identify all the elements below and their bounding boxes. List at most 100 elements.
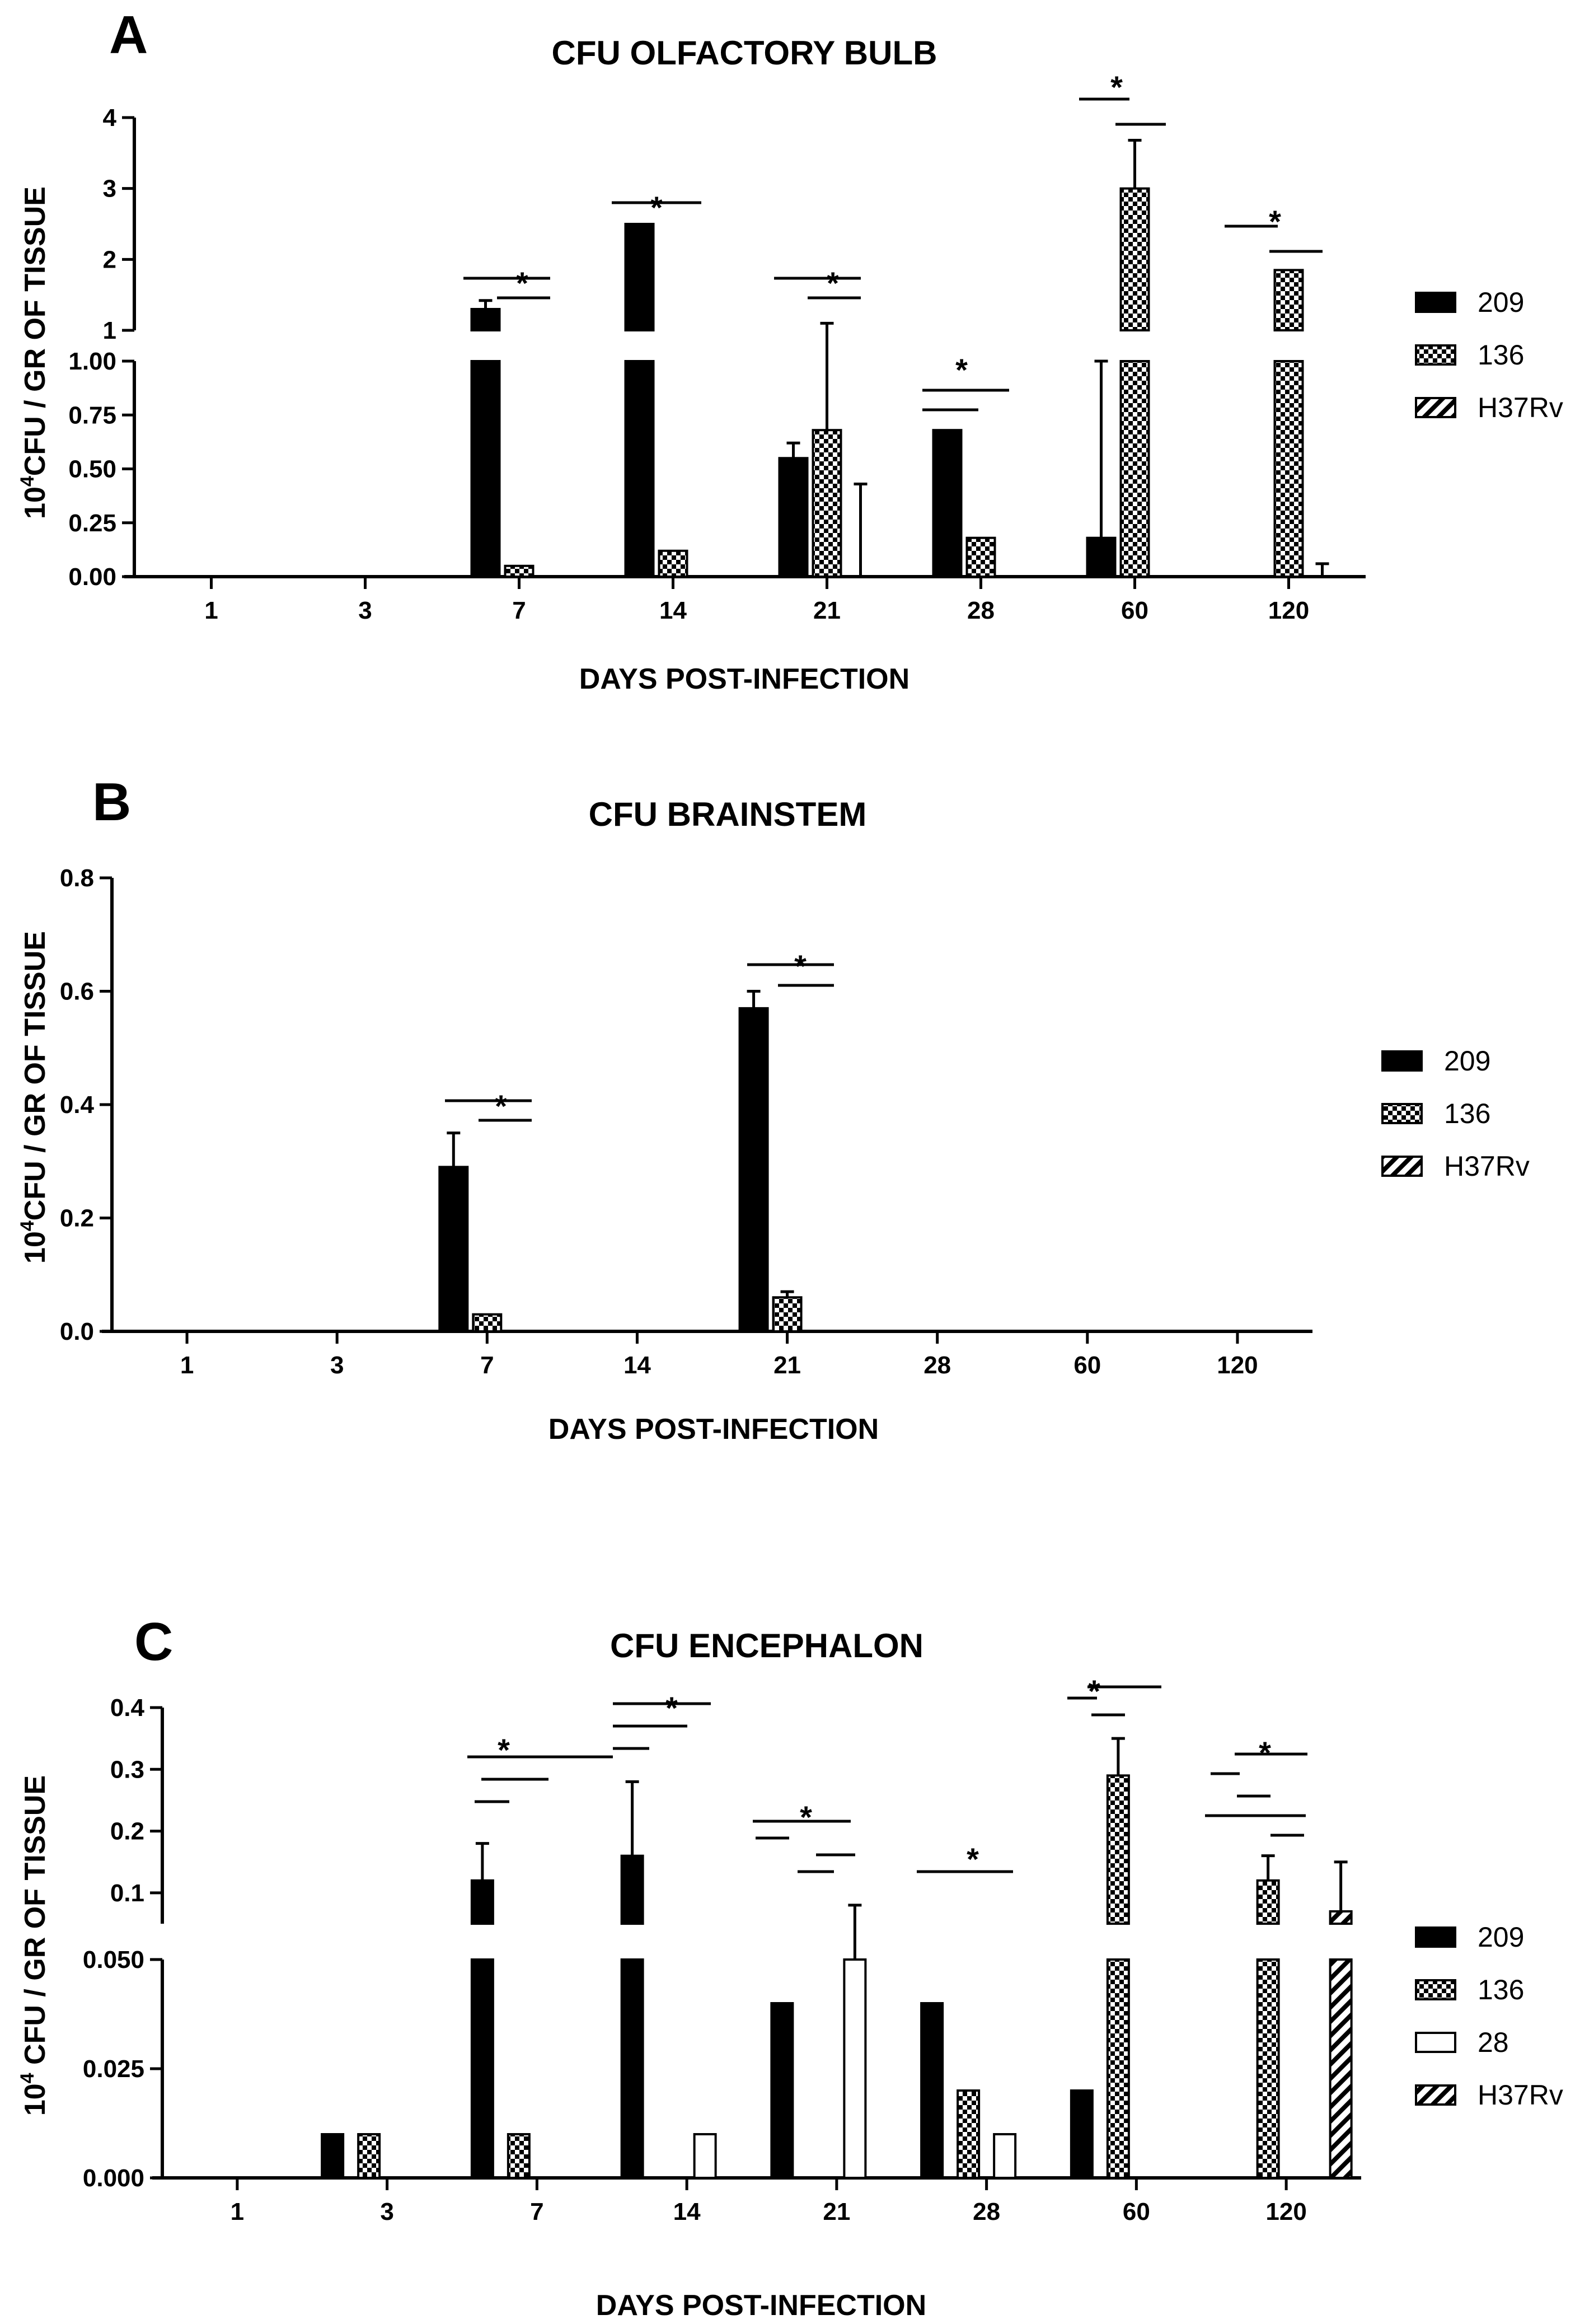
legend-swatch-H37Rv <box>1381 1156 1423 1177</box>
panel-a-x-axis-label: DAYS POST-INFECTION <box>579 663 909 695</box>
panel-letter-a: A <box>109 5 148 65</box>
panel-c-x-axis-label: DAYS POST-INFECTION <box>596 2289 926 2322</box>
x-tick-label: 21 <box>823 2198 850 2225</box>
panel-c: C CFU ENCEPHALON 104 CFU / GR OF TISSUE … <box>17 1612 1563 2322</box>
panel-b-title: CFU BRAINSTEM <box>589 796 867 833</box>
bar-209-28 <box>920 2002 944 2179</box>
significance-star: * <box>516 265 528 301</box>
legend-label-136: 136 <box>1478 339 1524 371</box>
bar-28-28 <box>993 2133 1017 2179</box>
y-tick-label: 0.50 <box>68 456 116 483</box>
y-tick-label: 0.75 <box>68 401 116 429</box>
bar-209-14-upper <box>624 223 655 331</box>
bar-209-21 <box>738 1007 769 1332</box>
x-tick-label: 28 <box>973 2198 1000 2225</box>
legend-swatch-209 <box>1381 1050 1423 1072</box>
y-tick-label: 0.0 <box>60 1318 94 1345</box>
panel-a-plot: 0.00 0.25 0.50 0.75 1.00 1 2 3 4 1 3 7 14 21 28 60 120 * *… <box>68 69 1366 624</box>
legend-label-136: 136 <box>1444 1098 1490 1129</box>
legend-label-H37Rv: H37Rv <box>1478 392 1563 423</box>
bar-209-14-upper <box>620 1854 644 1925</box>
x-tick-label: 1 <box>231 2198 244 2225</box>
y-tick-label: 0.4 <box>60 1091 95 1119</box>
y-tick-label: 0.000 <box>83 2164 144 2192</box>
panel-letter-c: C <box>134 1612 173 1672</box>
panel-b: B CFU BRAINSTEM 104CFU / GR OF TISSUE DA… <box>17 772 1530 1446</box>
legend-swatch-28 <box>1415 2032 1456 2053</box>
bar-H37Rv-120-upper <box>1329 1910 1353 1925</box>
bar-136-3 <box>357 2133 381 2179</box>
x-tick-label: 1 <box>180 1352 194 1379</box>
bar-136-60 <box>1106 1958 1130 2179</box>
significance-star: * <box>794 948 807 984</box>
bar-136-7 <box>504 564 535 578</box>
panel-c-plot: 0.000 0.025 0.050 0.1 0.2 0.3 0.4 1 3 7 14 21 28 60 12… <box>83 1673 1361 2225</box>
significance-star: * <box>495 1088 507 1124</box>
panel-a-y-axis-label: 104CFU / GR OF TISSUE <box>17 186 51 519</box>
y-tick-label: 1.00 <box>68 348 116 375</box>
bar-209-21 <box>778 457 809 578</box>
legend-swatch-136 <box>1415 1979 1456 2000</box>
legend-label-136: 136 <box>1478 1974 1524 2005</box>
legend-swatch-H37Rv <box>1415 397 1456 418</box>
panel-c-y-axis-label: 104 CFU / GR OF TISSUE <box>17 1775 51 2116</box>
panel-b-x-axis-label: DAYS POST-INFECTION <box>548 1413 879 1446</box>
y-tick-label: 0.050 <box>83 1946 144 1974</box>
panel-letter-b: B <box>92 772 131 832</box>
y-tick-label: 4 <box>103 104 117 132</box>
x-tick-label: 28 <box>923 1352 951 1379</box>
panel-a-legend: 209 136 H37Rv <box>1415 287 1563 423</box>
x-tick-label: 14 <box>659 597 687 624</box>
x-tick-label: 28 <box>967 597 995 624</box>
panel-c-legend: 209 136 28 H37Rv <box>1415 1921 1563 2111</box>
y-tick-label: 0.1 <box>110 1879 144 1907</box>
legend-label-H37Rv: H37Rv <box>1478 2079 1563 2111</box>
bar-136-21 <box>812 429 842 578</box>
bar-209-3 <box>321 2133 345 2179</box>
y-tick-label: 0.2 <box>60 1205 94 1232</box>
bar-136-120-upper <box>1256 1879 1280 1925</box>
significance-star: * <box>650 190 663 225</box>
x-tick-label: 21 <box>813 597 841 624</box>
x-tick-label: 14 <box>673 2198 701 2225</box>
y-tick-label: 0.4 <box>110 1694 145 1722</box>
x-tick-label: 120 <box>1265 2198 1306 2225</box>
panel-a: A CFU OLFACTORY BULB 104CFU / GR OF TISS… <box>17 5 1563 695</box>
significance-star: * <box>665 1690 678 1726</box>
y-tick-label: 0.25 <box>68 509 116 537</box>
bar-H37Rv-120 <box>1329 1958 1353 2179</box>
significance-star: * <box>800 1799 812 1835</box>
bar-209-28 <box>932 429 963 578</box>
bar-209-21 <box>770 2002 794 2179</box>
bar-136-60-upper <box>1119 187 1150 331</box>
panel-b-y-axis-label: 104CFU / GR OF TISSUE <box>17 931 51 1264</box>
bar-28-14 <box>693 2133 717 2179</box>
bar-136-7 <box>507 2133 531 2179</box>
bar-209-7 <box>438 1166 469 1332</box>
bar-28-21 <box>843 1958 867 2179</box>
bar-136-60-upper <box>1106 1774 1130 1925</box>
bar-136-120 <box>1273 360 1304 578</box>
significance-star: * <box>827 265 839 301</box>
legend-label-209: 209 <box>1478 287 1524 318</box>
x-tick-label: 3 <box>358 597 372 624</box>
panel-c-title: CFU ENCEPHALON <box>610 1627 923 1664</box>
significance-star: * <box>1110 69 1123 105</box>
bar-209-7 <box>470 1958 494 2179</box>
panel-b-plot: 0.0 0.2 0.4 0.6 0.8 1 3 7 14 21 28 60 120 * * <box>60 864 1312 1379</box>
y-tick-label: 1 <box>103 317 116 344</box>
bar-136-120-upper <box>1273 269 1304 332</box>
y-tick-label: 3 <box>103 175 116 203</box>
legend-label-H37Rv: H37Rv <box>1444 1151 1530 1182</box>
legend-swatch-209 <box>1415 292 1456 313</box>
x-tick-label: 3 <box>380 2198 393 2225</box>
significance-star: * <box>1269 204 1281 239</box>
bar-136-120 <box>1256 1958 1280 2179</box>
bar-136-21 <box>772 1296 803 1332</box>
y-tick-label: 0.3 <box>110 1756 144 1783</box>
significance-star: * <box>1088 1673 1100 1709</box>
y-tick-label: 0.2 <box>110 1818 144 1845</box>
significance-star: * <box>1259 1735 1271 1770</box>
x-tick-label: 60 <box>1123 2198 1150 2225</box>
